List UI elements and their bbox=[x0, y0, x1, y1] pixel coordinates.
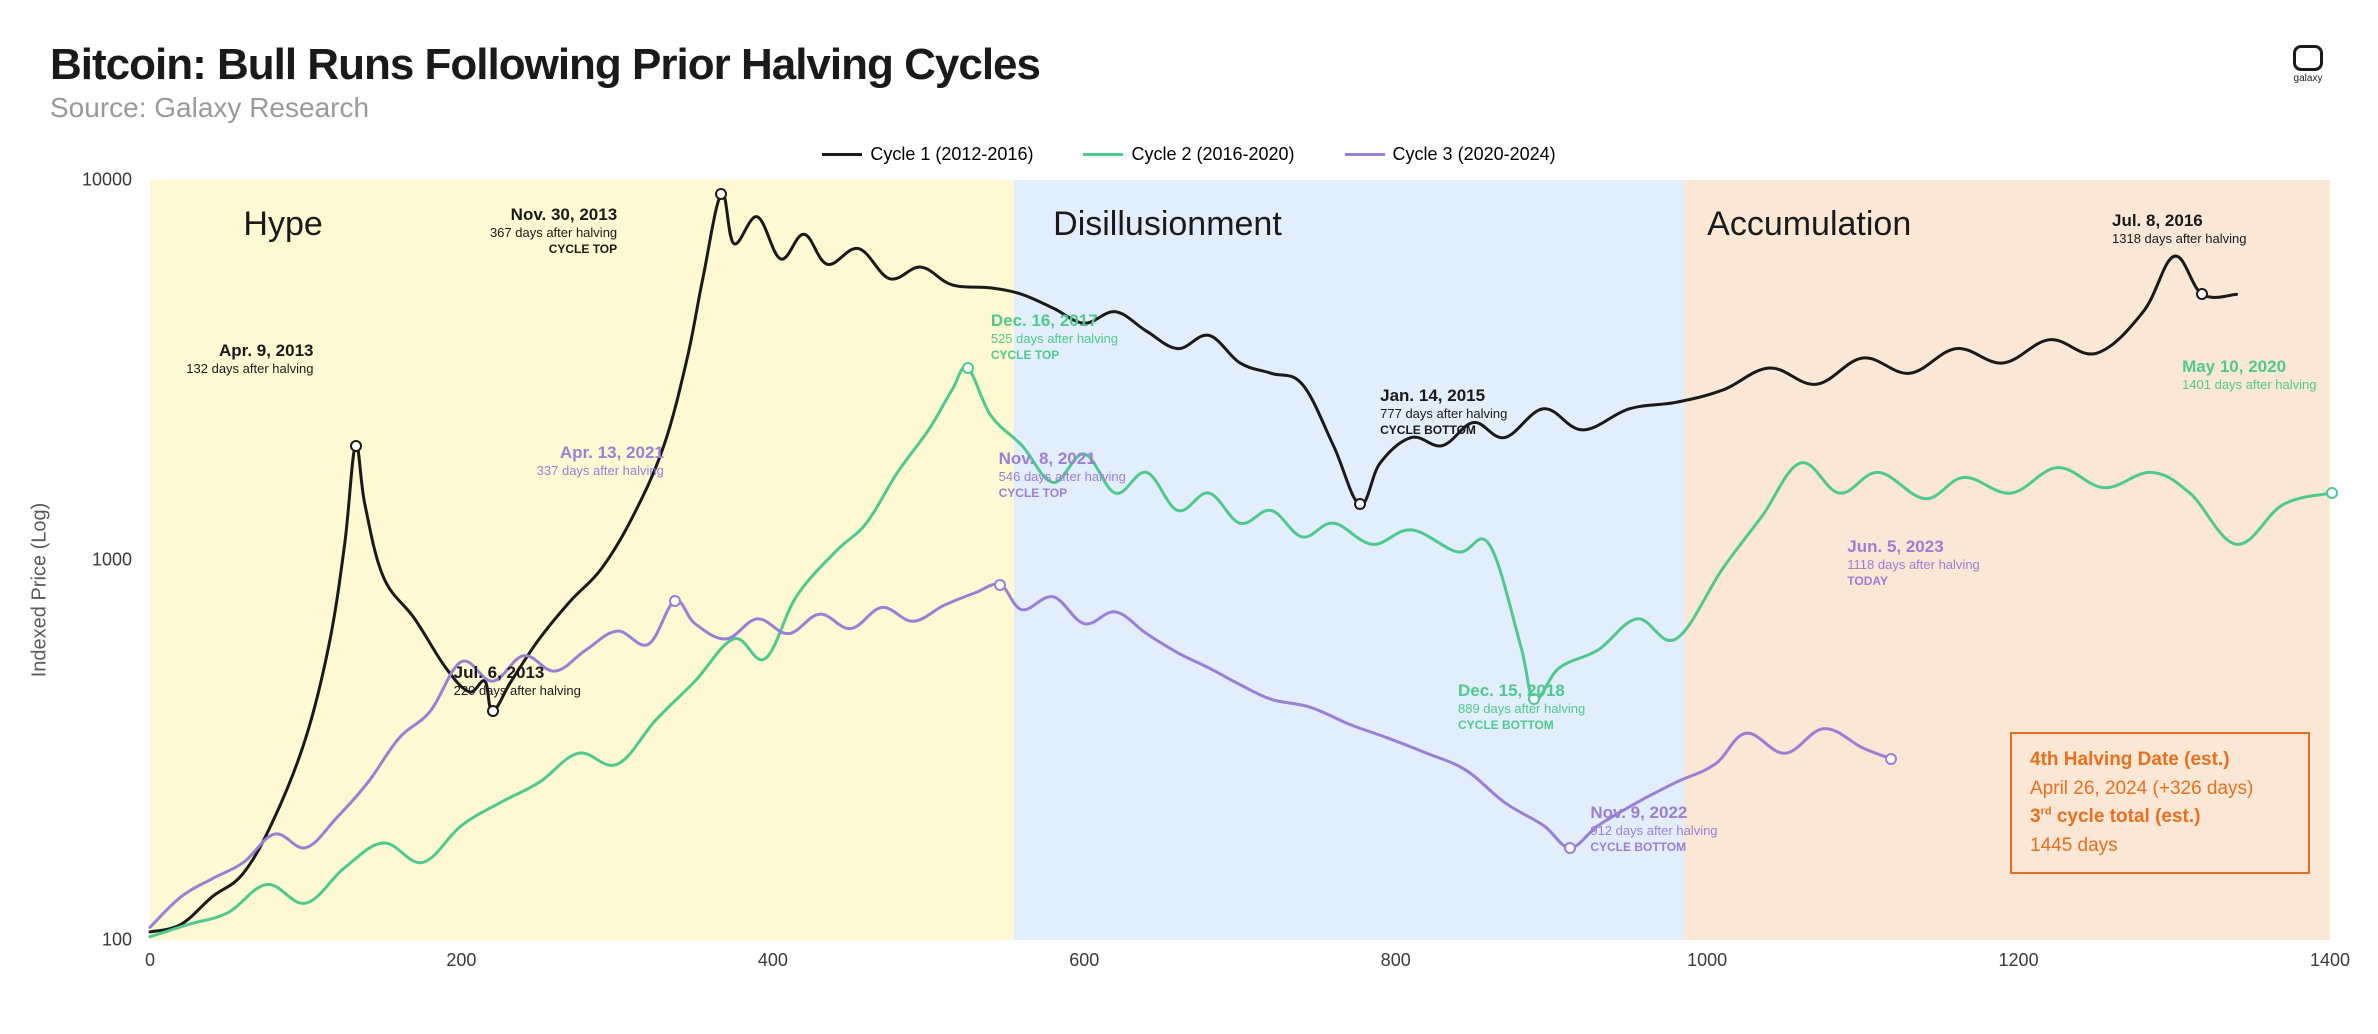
annotation-marker bbox=[2196, 288, 2208, 300]
annotation-marker bbox=[1564, 842, 1576, 854]
y-axis-label: Indexed Price (Log) bbox=[29, 503, 52, 678]
galaxy-logo-icon bbox=[2293, 45, 2323, 71]
chart-title: Bitcoin: Bull Runs Following Prior Halvi… bbox=[50, 40, 2328, 90]
legend-swatch bbox=[1083, 153, 1123, 156]
annotation-marker bbox=[1885, 753, 1897, 765]
phase-label: Hype bbox=[243, 205, 322, 244]
legend-swatch bbox=[1345, 153, 1385, 156]
legend-item: Cycle 3 (2020-2024) bbox=[1345, 144, 1556, 165]
header: Bitcoin: Bull Runs Following Prior Halvi… bbox=[50, 40, 2328, 124]
x-tick-label: 0 bbox=[145, 950, 155, 971]
legend-label: Cycle 2 (2016-2020) bbox=[1131, 144, 1294, 165]
x-tick-label: 1000 bbox=[1687, 950, 1727, 971]
annotation-marker bbox=[715, 188, 727, 200]
x-tick-label: 400 bbox=[758, 950, 788, 971]
x-tick-label: 1400 bbox=[2310, 950, 2350, 971]
legend-item: Cycle 1 (2012-2016) bbox=[822, 144, 1033, 165]
y-tick-label: 10000 bbox=[82, 170, 132, 191]
info-box-line: 4th Halving Date (est.) bbox=[2030, 746, 2290, 775]
series-line-cycle1 bbox=[150, 193, 2237, 932]
chart: Indexed Price (Log) 100100010000 HypeDis… bbox=[70, 180, 2330, 1000]
legend-label: Cycle 3 (2020-2024) bbox=[1393, 144, 1556, 165]
phase-label: Accumulation bbox=[1707, 205, 1911, 244]
annotation-marker bbox=[962, 362, 974, 374]
series-line-cycle2 bbox=[150, 367, 2332, 937]
galaxy-logo-text: galaxy bbox=[2293, 73, 2323, 84]
legend-swatch bbox=[822, 153, 862, 156]
annotation-marker bbox=[994, 579, 1006, 591]
chart-subtitle: Source: Galaxy Research bbox=[50, 92, 2328, 124]
x-ticks: 0200400600800100012001400 bbox=[150, 950, 2330, 980]
plot-area: HypeDisillusionmentAccumulationApr. 9, 2… bbox=[150, 180, 2330, 940]
annotation-marker bbox=[350, 440, 362, 452]
annotation-marker bbox=[2326, 487, 2338, 499]
y-ticks: 100100010000 bbox=[75, 180, 140, 940]
info-box-line: April 26, 2024 (+326 days) bbox=[2030, 775, 2290, 804]
annotation-marker bbox=[487, 705, 499, 717]
x-tick-label: 1200 bbox=[1999, 950, 2039, 971]
annotation-marker bbox=[669, 595, 681, 607]
x-tick-label: 200 bbox=[446, 950, 476, 971]
phase-label: Disillusionment bbox=[1053, 205, 1282, 244]
annotation-marker bbox=[1354, 498, 1366, 510]
info-box: 4th Halving Date (est.)April 26, 2024 (+… bbox=[2010, 732, 2310, 874]
legend: Cycle 1 (2012-2016) Cycle 2 (2016-2020) Cy… bbox=[50, 144, 2328, 165]
y-tick-label: 100 bbox=[102, 930, 132, 951]
legend-label: Cycle 1 (2012-2016) bbox=[870, 144, 1033, 165]
y-tick-label: 1000 bbox=[92, 550, 132, 571]
legend-item: Cycle 2 (2016-2020) bbox=[1083, 144, 1294, 165]
chart-lines-svg bbox=[150, 180, 2330, 940]
info-box-line: 3rd cycle total (est.) bbox=[2030, 803, 2290, 832]
series-line-cycle3 bbox=[150, 584, 1891, 927]
galaxy-logo: galaxy bbox=[2293, 45, 2323, 84]
x-tick-label: 800 bbox=[1381, 950, 1411, 971]
x-tick-label: 600 bbox=[1069, 950, 1099, 971]
info-box-line: 1445 days bbox=[2030, 832, 2290, 861]
annotation-marker bbox=[1528, 693, 1540, 705]
